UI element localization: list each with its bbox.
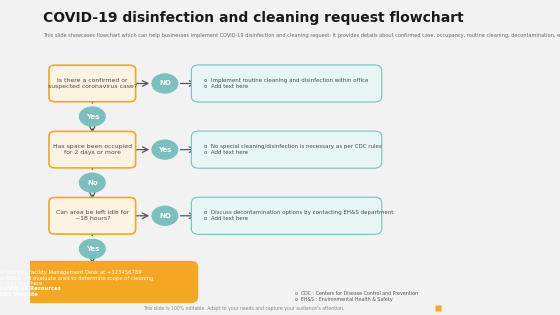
Text: COVID-19 Resources: COVID-19 Resources [1, 286, 62, 291]
Circle shape [80, 239, 105, 258]
Text: o  Contact Facility Management Desk at +123456789: o Contact Facility Management Desk at +1… [1, 270, 142, 275]
FancyBboxPatch shape [192, 65, 382, 102]
Circle shape [80, 173, 105, 192]
Circle shape [152, 74, 178, 93]
Text: COVID-19 disinfection and cleaning request flowchart: COVID-19 disinfection and cleaning reque… [43, 11, 464, 25]
Text: CDC Website: CDC Website [1, 292, 39, 297]
Circle shape [80, 107, 105, 126]
Text: o  No special cleaning/disinfection is necessary as per CDC rules
o  Add text he: o No special cleaning/disinfection is ne… [204, 144, 382, 155]
Circle shape [152, 140, 178, 159]
Text: o  Discuss decontamination options by contacting EH&S department
o  Add text her: o Discuss decontamination options by con… [204, 210, 394, 221]
Text: Is there a confirmed or
suspected coronavirus case?: Is there a confirmed or suspected corona… [48, 78, 137, 89]
Text: NO: NO [159, 213, 171, 219]
FancyBboxPatch shape [49, 198, 136, 234]
FancyBboxPatch shape [192, 197, 382, 234]
FancyBboxPatch shape [192, 131, 382, 168]
Text: o  EH&S will evaluate area to determine scope of cleaning: o EH&S will evaluate area to determine s… [1, 276, 154, 281]
FancyBboxPatch shape [49, 65, 136, 102]
Text: o  Implement routine cleaning and disinfection within office
o  Add text here: o Implement routine cleaning and disinfe… [204, 78, 368, 89]
Text: This slide is 100% editable. Adapt to your needs and capture your audience's att: This slide is 100% editable. Adapt to yo… [143, 306, 344, 311]
Text: o  CDC : Centers for Disease Control and Prevention
o  EH&S : Environmental Heal: o CDC : Centers for Disease Control and … [295, 291, 418, 302]
Text: Yes: Yes [86, 246, 99, 252]
Text: Has space been occupied
for 2 days or more: Has space been occupied for 2 days or mo… [53, 144, 132, 155]
Text: Yes: Yes [158, 146, 171, 153]
Circle shape [152, 206, 178, 225]
Text: Can area be left idle for
~18 hours?: Can area be left idle for ~18 hours? [56, 210, 129, 221]
Text: o  Add text here: o Add text here [1, 281, 43, 286]
Text: No: No [87, 180, 97, 186]
Text: Yes: Yes [86, 113, 99, 120]
FancyBboxPatch shape [0, 261, 198, 303]
Text: NO: NO [159, 80, 171, 87]
Text: This slide showcases flowchart which can help businesses implement COVID-19 disi: This slide showcases flowchart which can… [43, 33, 560, 38]
FancyBboxPatch shape [49, 131, 136, 168]
